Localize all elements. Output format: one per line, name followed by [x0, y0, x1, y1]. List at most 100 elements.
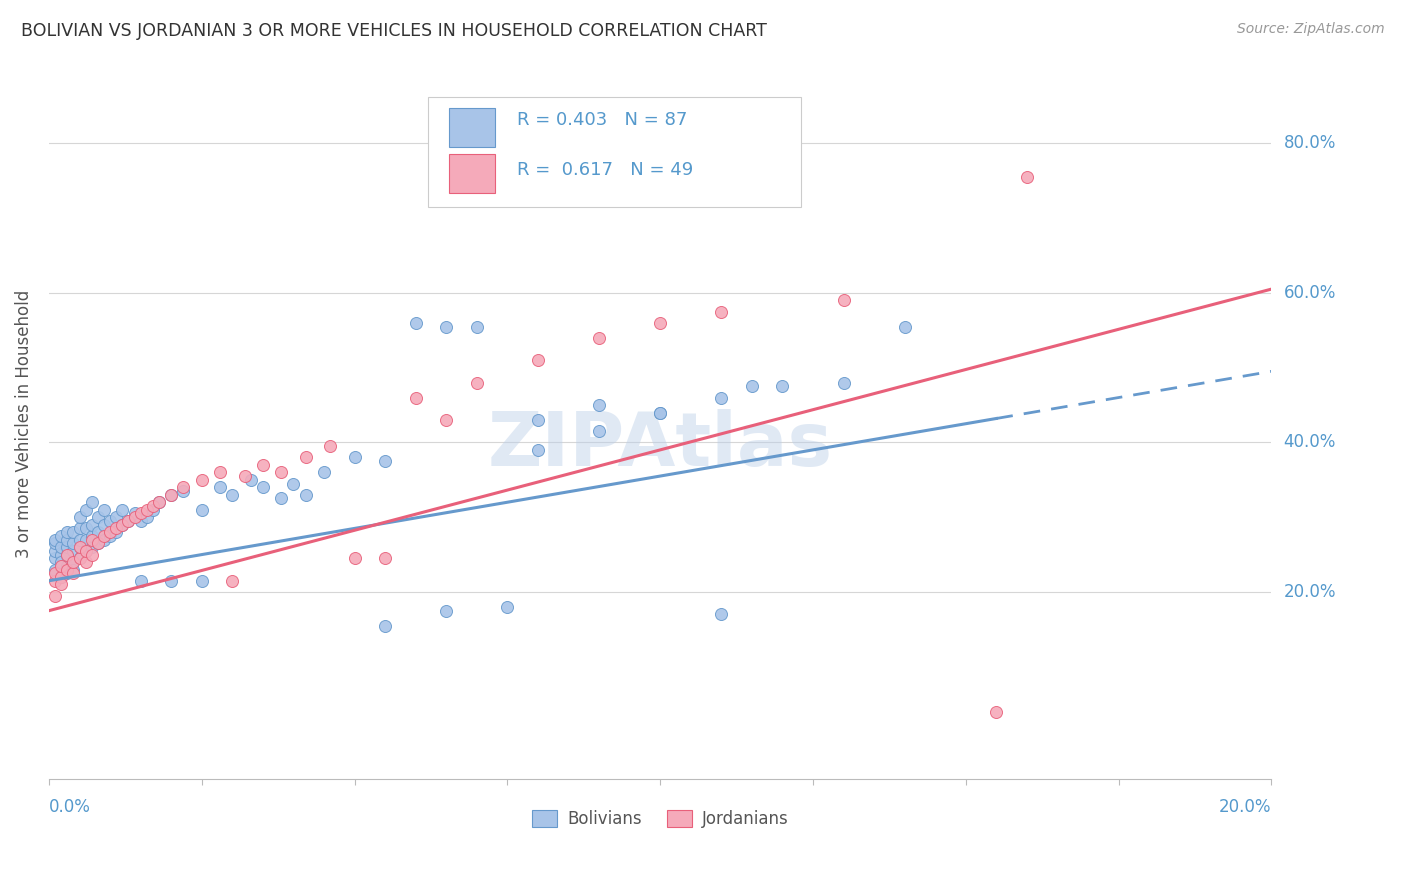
Point: [62, 536, 84, 550]
Point: [69, 510, 91, 524]
Point: [62, 555, 84, 569]
Point: [69, 551, 91, 566]
Point: [832, 376, 855, 390]
Point: [986, 705, 1008, 719]
Text: 20.0%: 20.0%: [1284, 583, 1336, 601]
Point: [80, 548, 103, 562]
Point: [75, 555, 97, 569]
Y-axis label: 3 or more Vehicles in Household: 3 or more Vehicles in Household: [15, 290, 32, 558]
Point: [588, 424, 610, 438]
Point: [56, 540, 79, 554]
Point: [434, 413, 457, 427]
Point: [221, 488, 243, 502]
Point: [51, 570, 73, 584]
Text: ZIPAtlas: ZIPAtlas: [488, 409, 832, 482]
Point: [80, 533, 103, 547]
Point: [588, 331, 610, 345]
Point: [142, 502, 165, 516]
Point: [93, 533, 115, 547]
Point: [69, 521, 91, 535]
FancyBboxPatch shape: [427, 97, 801, 207]
Point: [51, 558, 73, 573]
Point: [69, 540, 91, 554]
Point: [93, 502, 115, 516]
Point: [252, 480, 274, 494]
Point: [80, 529, 103, 543]
Point: [62, 566, 84, 581]
Point: [129, 507, 152, 521]
Point: [832, 293, 855, 308]
Point: [44, 562, 66, 576]
Point: [111, 502, 134, 516]
Point: [80, 540, 103, 554]
Point: [343, 551, 366, 566]
Point: [44, 589, 66, 603]
Point: [98, 514, 121, 528]
Point: [209, 466, 232, 480]
Point: [80, 517, 103, 532]
Point: [160, 488, 183, 502]
Point: [191, 473, 214, 487]
Point: [93, 517, 115, 532]
Text: 60.0%: 60.0%: [1284, 284, 1336, 301]
Point: [51, 577, 73, 591]
Point: [111, 517, 134, 532]
Text: Source: ZipAtlas.com: Source: ZipAtlas.com: [1237, 22, 1385, 37]
Point: [191, 502, 214, 516]
Point: [148, 495, 170, 509]
Point: [527, 353, 550, 368]
Point: [160, 574, 183, 588]
Point: [98, 525, 121, 540]
Point: [252, 458, 274, 472]
Point: [1015, 169, 1038, 184]
Legend: Bolivians, Jordanians: Bolivians, Jordanians: [526, 803, 794, 835]
Point: [172, 480, 194, 494]
Point: [124, 507, 146, 521]
Point: [270, 466, 292, 480]
Point: [56, 566, 79, 581]
Point: [56, 562, 79, 576]
Point: [56, 548, 79, 562]
Point: [465, 376, 488, 390]
Point: [87, 525, 110, 540]
Point: [62, 562, 84, 576]
Point: [87, 536, 110, 550]
Point: [44, 544, 66, 558]
Point: [312, 466, 335, 480]
Text: 20.0%: 20.0%: [1219, 797, 1271, 815]
Point: [405, 316, 427, 330]
Point: [710, 607, 733, 622]
Point: [142, 499, 165, 513]
Point: [527, 413, 550, 427]
FancyBboxPatch shape: [449, 153, 495, 193]
Point: [62, 544, 84, 558]
Point: [44, 574, 66, 588]
Point: [51, 558, 73, 573]
Point: [527, 442, 550, 457]
Text: R = 0.403   N = 87: R = 0.403 N = 87: [517, 112, 688, 129]
Point: [239, 473, 262, 487]
Text: 40.0%: 40.0%: [1284, 434, 1336, 451]
Point: [117, 514, 139, 528]
Point: [129, 574, 152, 588]
Point: [294, 450, 316, 465]
Point: [129, 514, 152, 528]
Point: [319, 439, 342, 453]
Point: [56, 548, 79, 562]
Point: [75, 544, 97, 558]
Point: [105, 510, 128, 524]
Point: [117, 514, 139, 528]
Text: 0.0%: 0.0%: [49, 797, 91, 815]
Point: [650, 405, 672, 419]
Point: [44, 551, 66, 566]
Point: [62, 555, 84, 569]
Point: [741, 379, 763, 393]
Point: [374, 618, 396, 632]
Point: [75, 521, 97, 535]
Point: [51, 570, 73, 584]
Point: [465, 319, 488, 334]
Point: [51, 529, 73, 543]
Point: [172, 483, 194, 498]
Point: [710, 304, 733, 318]
Point: [44, 533, 66, 547]
